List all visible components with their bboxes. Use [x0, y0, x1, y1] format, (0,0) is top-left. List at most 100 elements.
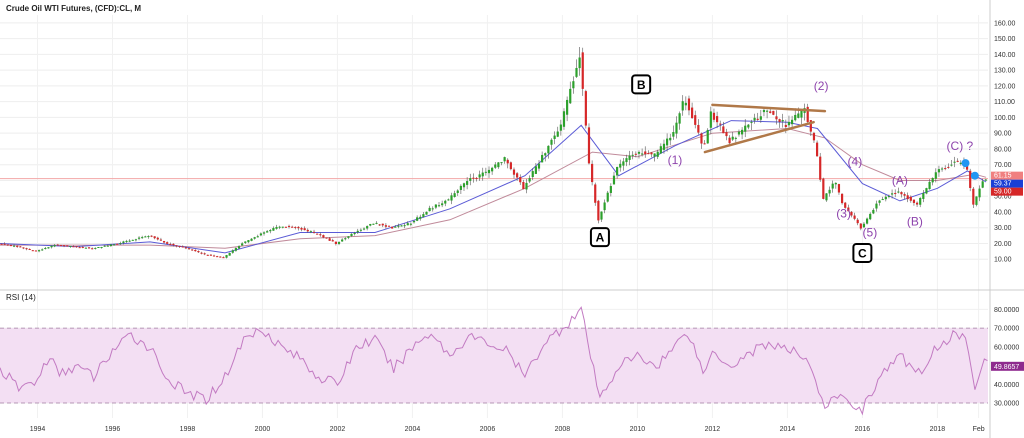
- candle-body: [353, 232, 356, 235]
- candle-body: [475, 177, 478, 179]
- candle-body: [903, 194, 906, 196]
- candle-body: [141, 237, 144, 239]
- candle-body: [137, 237, 141, 239]
- candle-body: [450, 195, 453, 201]
- candle-body: [537, 163, 541, 169]
- candle-body: [628, 155, 631, 160]
- candle-body: [687, 98, 691, 111]
- price-tick-label: 10.00: [994, 257, 1012, 264]
- candle-body: [209, 254, 213, 256]
- candle-body: [778, 119, 781, 122]
- chart-title: Crude Oil WTI Futures, (CFD):CL, M: [6, 4, 141, 13]
- candle-body: [206, 254, 209, 256]
- wave-label: (2): [814, 79, 829, 93]
- candle-body: [756, 118, 759, 120]
- candle-body: [850, 211, 853, 216]
- candle-body: [647, 153, 650, 155]
- candle-body: [106, 245, 109, 247]
- time-tick-label: 2004: [405, 426, 421, 433]
- candle-body: [494, 164, 497, 168]
- candle-body: [616, 166, 619, 176]
- candle-body: [37, 250, 41, 252]
- candle-body: [644, 151, 647, 155]
- candle-body: [181, 246, 184, 248]
- candle-body: [234, 248, 237, 251]
- candle-body: [503, 157, 506, 162]
- candle-body: [637, 151, 641, 154]
- candle-body: [684, 102, 687, 106]
- candle-body: [456, 190, 459, 193]
- candle-body: [384, 225, 387, 227]
- candle-body: [169, 243, 172, 245]
- candle-body: [422, 214, 425, 217]
- candle-body: [809, 120, 812, 132]
- candle-body: [928, 181, 931, 190]
- wave-label: (4): [848, 155, 863, 169]
- candle-body: [675, 122, 678, 134]
- candle-body: [853, 215, 856, 219]
- candle-body: [931, 177, 934, 183]
- candle-body: [806, 106, 809, 123]
- candle-body: [972, 188, 975, 205]
- candle-body: [387, 225, 391, 227]
- candle-body: [325, 237, 328, 239]
- price-tick-label: 40.00: [994, 209, 1012, 216]
- time-tick-label: 2012: [705, 426, 721, 433]
- candle-body: [897, 191, 900, 193]
- trendlines: [703, 103, 827, 154]
- candle-body: [553, 135, 556, 139]
- candle-body: [784, 124, 787, 127]
- candle-body: [575, 67, 578, 77]
- candle-body: [750, 121, 753, 123]
- candle-body: [772, 110, 775, 115]
- candle-body: [194, 249, 197, 252]
- candle-body: [909, 196, 912, 201]
- candle-body: [91, 248, 94, 250]
- candle-body: [775, 116, 778, 120]
- candle-body: [600, 211, 603, 220]
- candles: [0, 47, 987, 259]
- candle-body: [531, 171, 534, 178]
- candle-body: [865, 218, 869, 224]
- candle-body: [969, 170, 972, 188]
- candle-body: [569, 88, 572, 104]
- price-tick-label: 110.00: [994, 99, 1015, 106]
- rsi-tag-box: [991, 361, 1024, 371]
- candle-body: [478, 174, 481, 178]
- candle-body: [381, 223, 384, 226]
- candle-body: [334, 241, 337, 244]
- candle-body: [419, 216, 422, 219]
- candle-body: [556, 131, 559, 137]
- candle-body: [734, 137, 737, 139]
- candle-body: [225, 255, 228, 258]
- candle-body: [506, 159, 509, 164]
- candle-body: [525, 182, 528, 190]
- candle-body: [312, 231, 316, 233]
- price-tick-label: 30.00: [994, 225, 1012, 232]
- price-tick-label: 150.00: [994, 36, 1016, 43]
- candle-body: [444, 200, 447, 204]
- candle-body: [109, 244, 113, 246]
- candle-body: [347, 236, 350, 238]
- candle-body: [228, 252, 231, 256]
- candle-body: [981, 181, 984, 188]
- candle-body: [466, 181, 469, 185]
- candle-body: [184, 247, 188, 249]
- price-tick-label: 50.00: [994, 194, 1012, 201]
- candle-body: [53, 245, 56, 247]
- time-tick-label: 2010: [630, 426, 646, 433]
- candle-body: [541, 154, 544, 163]
- candle-body: [691, 107, 694, 119]
- candle-body: [709, 111, 712, 128]
- candle-body: [306, 229, 309, 232]
- price-tick-label: 90.00: [994, 131, 1012, 138]
- candle-body: [272, 227, 275, 231]
- rsi-tick-label: 70.0000: [994, 326, 1019, 333]
- wave-box: [589, 227, 610, 248]
- price-tick-label: 80.00: [994, 146, 1012, 153]
- candle-body: [178, 246, 181, 248]
- candle-body: [459, 185, 462, 190]
- candle-body: [975, 196, 978, 205]
- candle-body: [594, 184, 597, 203]
- candle-body: [872, 209, 875, 214]
